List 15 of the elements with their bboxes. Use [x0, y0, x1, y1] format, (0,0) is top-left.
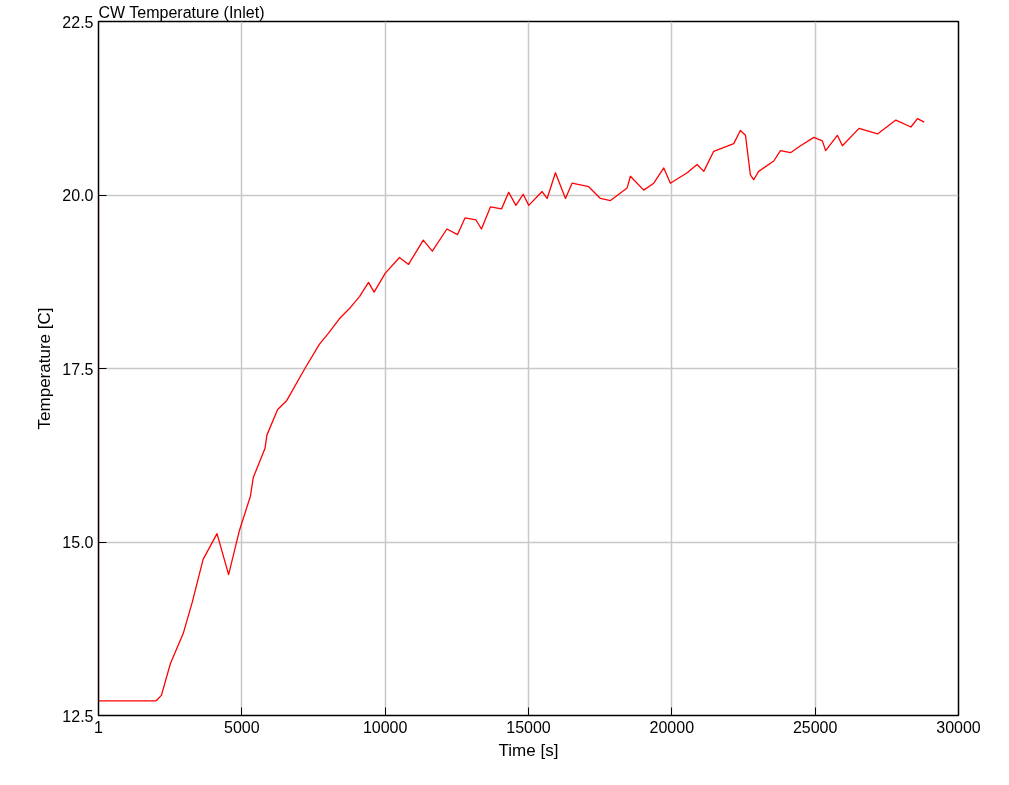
x-tick-label: 20000: [649, 718, 695, 736]
y-tick-label: 15.0: [62, 534, 94, 551]
x-tick-label: 30000: [936, 718, 981, 736]
x-tick-label: 25000: [792, 718, 838, 736]
x-tick-label: 5000: [224, 718, 260, 736]
x-tick-label: 10000: [362, 718, 408, 736]
x-tick-label: 15000: [506, 718, 551, 736]
y-tick-label: 17.5: [62, 360, 94, 378]
y-tick-label: 20.0: [62, 187, 94, 204]
y-axis-title: Temperature [C]: [35, 307, 55, 430]
y-tick-label: 22.5: [62, 13, 94, 31]
x-axis-title: Time [s]: [498, 740, 559, 760]
chart-title: CW Temperature (Inlet): [98, 3, 265, 21]
x-tick-label: 1: [94, 718, 104, 736]
y-tick-label: 12.5: [62, 707, 94, 725]
